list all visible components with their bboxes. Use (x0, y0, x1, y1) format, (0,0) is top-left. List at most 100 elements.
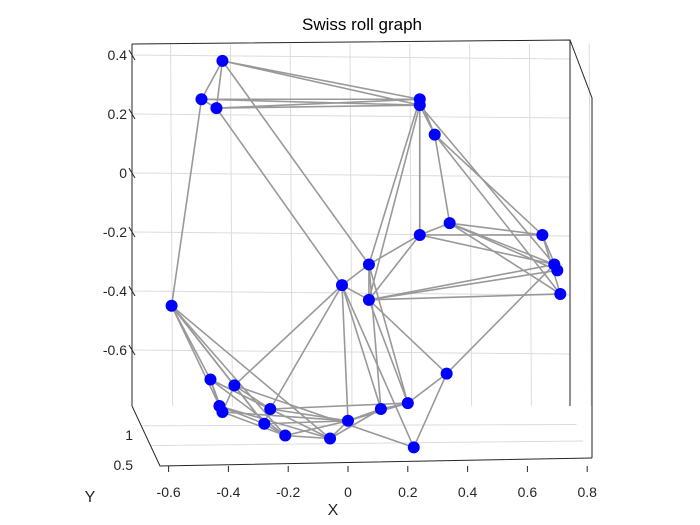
graph-node (258, 417, 271, 430)
graph-edge (368, 234, 421, 266)
graph-edge (368, 264, 382, 410)
y-tick-label: 0.5 (114, 457, 134, 473)
graph-edge (264, 420, 349, 425)
graph-edge (216, 104, 420, 109)
grid-line-x (528, 43, 532, 407)
graph-node (165, 299, 178, 312)
grid-line-z (131, 290, 571, 296)
graph-edge (222, 411, 286, 437)
graph-node (413, 99, 426, 112)
y-tick-label: 1 (125, 427, 133, 443)
graph-node (536, 228, 549, 241)
graph-edge (449, 222, 558, 272)
graph-node (440, 367, 453, 380)
graph-edge (233, 284, 343, 386)
grid-line-x (469, 43, 473, 407)
graph-node (279, 429, 292, 442)
graph-edge (201, 98, 420, 106)
grid-line-floor (141, 424, 577, 427)
graph-edge (209, 378, 286, 437)
z-tick-label: 0 (119, 165, 127, 181)
graph-node (228, 379, 241, 392)
x-tick-label: 0.4 (458, 484, 478, 500)
y-axis-label: Y (85, 489, 96, 506)
graph-node (407, 441, 420, 454)
graph-edge (434, 134, 543, 236)
z-tick-mark (128, 108, 136, 120)
graph-edge (170, 99, 203, 306)
z-tick-label: -0.4 (103, 283, 127, 299)
graph-node (336, 279, 349, 292)
graph-edge (368, 264, 409, 404)
graph-node (551, 264, 564, 277)
graph-node (443, 217, 456, 230)
graph-edge (222, 60, 420, 106)
graph-edge (407, 372, 448, 404)
chart-title: Swiss roll graph (302, 15, 422, 34)
graph-edge (171, 305, 331, 440)
graph-node (374, 403, 387, 415)
z-tick-label: -0.6 (103, 342, 127, 358)
graph-edge (368, 299, 448, 375)
z-tick-mark (128, 167, 136, 179)
graph-edge (368, 104, 421, 301)
graph-edge (222, 411, 349, 422)
graph-node (324, 432, 337, 445)
grid-line-x (349, 43, 353, 407)
x-axis-label: X (328, 502, 339, 519)
graph-edge (368, 293, 561, 301)
graph-node (413, 228, 426, 241)
graph-edge (341, 284, 382, 410)
grid-line-x (229, 43, 233, 407)
graph-edge (215, 107, 343, 286)
axes-box-floor (131, 405, 593, 467)
graph-edge (446, 263, 555, 375)
x-tick-label: -0.4 (216, 484, 240, 500)
graph-edge (233, 384, 271, 410)
graph-node (362, 258, 375, 271)
graph-node (264, 403, 277, 415)
graph-edge (170, 305, 224, 413)
graph-edge (368, 263, 555, 301)
graph-edge (219, 405, 331, 440)
z-tick-label: 0.4 (108, 47, 128, 63)
graph-edge (270, 408, 349, 422)
axes-frame (131, 39, 593, 467)
graph-edges (170, 60, 562, 449)
grid-line-z (131, 113, 571, 119)
graph-node (216, 405, 229, 418)
graph-node (342, 414, 354, 427)
z-tick-label: -0.2 (103, 224, 127, 240)
graph-node (195, 93, 208, 106)
grid-line-z (131, 172, 571, 178)
z-tick-mark (128, 49, 136, 61)
grid-line-x (170, 43, 174, 407)
z-tick-mark (128, 285, 136, 297)
graph-node (204, 373, 217, 386)
graph-edge (341, 285, 349, 421)
graph-nodes (165, 54, 567, 454)
x-tick-label: 0.2 (398, 484, 418, 500)
z-tick-mark (128, 344, 136, 356)
grid-line-z (131, 54, 571, 60)
graph-node (428, 128, 441, 141)
graph-edge (419, 104, 555, 265)
axes-box-back (131, 39, 593, 458)
graph-edge (200, 60, 224, 100)
z-tick-mark (128, 226, 136, 238)
x-tick-label: -0.6 (157, 484, 181, 500)
graph-edge (449, 222, 543, 236)
grid-line-floor (150, 440, 584, 447)
graph-edge (285, 420, 349, 437)
x-tick-label: -0.2 (276, 484, 300, 500)
graph-edge (341, 284, 415, 448)
tick-labels: 0.4 0.2 0 -0.2 -0.4 -0.6 -0.6 -0.4 -0.2 0 0.2 0.4 0.… (103, 47, 597, 500)
graph-edge (368, 269, 558, 301)
graph-edge (216, 98, 420, 109)
graph-edge (170, 305, 286, 437)
x-tick-label: 0.8 (577, 484, 597, 500)
graph-edge (270, 402, 408, 410)
graph-node (401, 397, 414, 410)
graph-edge (413, 373, 448, 448)
